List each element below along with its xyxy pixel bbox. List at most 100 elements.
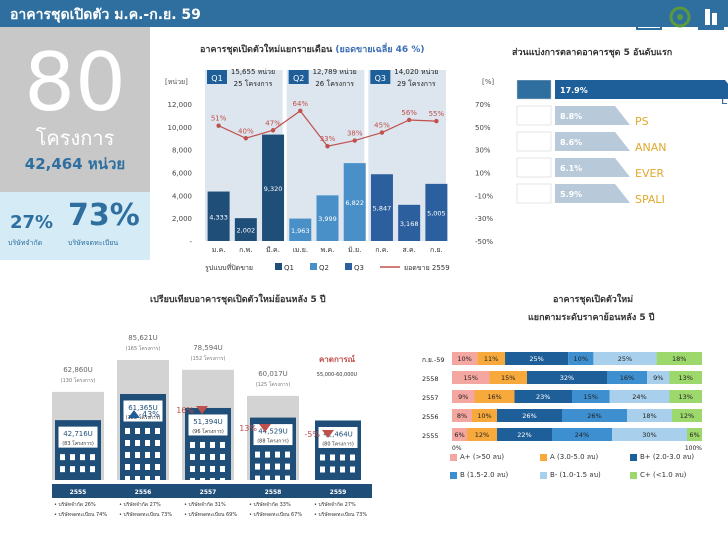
bar-label: 5,005 xyxy=(427,209,446,217)
year-note1: • บริษัทจำกัด 31% xyxy=(184,501,226,508)
window xyxy=(255,463,260,470)
month-bar xyxy=(234,218,257,241)
price-seg xyxy=(474,390,515,403)
row-label: 2556 xyxy=(422,413,439,421)
quarter-badge xyxy=(288,70,309,84)
share-bar xyxy=(555,184,630,203)
launched-box xyxy=(187,413,229,437)
price-seg xyxy=(452,371,490,384)
share-bar xyxy=(555,158,630,177)
window xyxy=(320,466,325,473)
year-note2: • บริษัทจดทะเบียน 67% xyxy=(249,511,302,518)
price-seg xyxy=(452,352,478,365)
window xyxy=(210,477,215,484)
legend-q1: Q1 xyxy=(284,264,294,272)
vital-logo xyxy=(667,4,693,30)
total-label: 78,594U xyxy=(193,344,223,352)
legend-prefix: รูปแบบที่ปิดขาย xyxy=(205,263,253,272)
sales-point xyxy=(270,128,276,133)
price-seg xyxy=(669,371,702,384)
year-note2: • บริษัทจดทะเบียน 74% xyxy=(54,511,107,518)
legend-swatch xyxy=(275,263,282,270)
window xyxy=(255,451,260,458)
share-pct: 8.6% xyxy=(560,138,582,147)
launched-projects: (80 โครงการ) xyxy=(322,440,354,447)
brand-logo xyxy=(516,80,552,100)
launched-projects: (96 โครงการ) xyxy=(192,428,224,435)
window xyxy=(275,475,280,482)
legend-swatch xyxy=(540,472,547,479)
header-bar: อาคารชุดเปิดตัว ม.ค.-ก.ย. 59 xyxy=(0,0,728,27)
legend-q2: Q2 xyxy=(319,264,329,272)
launched-label: 42,464U xyxy=(323,430,353,438)
price-seg xyxy=(452,409,472,422)
legend-text: B+ (2.0-3.0 ลบ) xyxy=(640,453,695,461)
month-bar xyxy=(289,218,312,241)
legend-swatch xyxy=(630,472,637,479)
window xyxy=(155,451,160,458)
sales-point xyxy=(325,144,330,149)
seg-label: 13% xyxy=(679,393,693,401)
seg-label: 15% xyxy=(501,374,515,382)
sales-point xyxy=(406,117,412,123)
legend-swatch xyxy=(450,472,457,479)
window xyxy=(200,453,205,460)
window xyxy=(210,465,215,472)
price-seg xyxy=(612,428,687,441)
seg-label: 16% xyxy=(487,393,501,401)
forecast-range: 55,000-60,000U xyxy=(317,372,358,378)
price-seg xyxy=(467,428,497,441)
monthly-title: อาคารชุดเปิดตัวใหม่แยกรายเดือน (ยอดขายเฉ… xyxy=(200,45,425,55)
window xyxy=(190,453,195,460)
month-bar xyxy=(316,195,339,241)
y-tick-right: 30% xyxy=(475,147,491,155)
window xyxy=(90,454,95,461)
month-bar xyxy=(207,191,230,241)
quarter-units: 12,789 หน่วย xyxy=(313,68,357,76)
price-legend-item: B+ (2.0-3.0 ลบ) xyxy=(630,452,694,463)
seg-label: 25% xyxy=(529,355,543,363)
share-name: ANAN xyxy=(635,141,667,154)
sales-point xyxy=(434,118,439,124)
window xyxy=(90,466,95,473)
yearly-chart: 62,860U (130 โครงการ) 42,716U (83 โครงการ) 2… xyxy=(52,334,372,518)
legend-text: A+ (>50 ลบ) xyxy=(460,453,505,461)
legend-text: B- (1.0-1.5 ลบ) xyxy=(550,471,601,479)
seg-label: 13% xyxy=(679,374,693,382)
window xyxy=(265,451,270,458)
month-bar xyxy=(370,174,393,241)
price-seg xyxy=(627,409,672,422)
y-tick: 8,000 xyxy=(172,147,192,155)
sales-label: 38% xyxy=(347,130,363,138)
share-pct: 8.8% xyxy=(560,112,582,121)
y-tick: 6,000 xyxy=(172,170,192,178)
window xyxy=(330,454,335,461)
seg-label: 24% xyxy=(632,393,646,401)
window xyxy=(220,441,225,448)
brand-logo xyxy=(516,183,552,204)
total-label: 62,860U xyxy=(63,366,93,374)
window xyxy=(190,465,195,472)
y-tick: - xyxy=(189,238,192,246)
seg-label: 8% xyxy=(457,412,467,420)
axis-right: 100% xyxy=(685,445,702,452)
year-note2: • บริษัทจดทะเบียน 73% xyxy=(119,511,172,518)
total-projects: (165 โครงการ) xyxy=(126,345,161,352)
price-seg xyxy=(568,352,594,365)
building-logo xyxy=(698,4,724,30)
price-seg xyxy=(489,371,527,384)
sales-point xyxy=(243,136,249,141)
window xyxy=(220,465,225,472)
launched-label: 61,365U xyxy=(128,404,158,412)
page-title: อาคารชุดเปิดตัว ม.ค.-ก.ย. 59 xyxy=(10,7,201,23)
forecast-label: คาดการณ์ xyxy=(319,354,356,364)
window xyxy=(265,463,270,470)
sales-point xyxy=(216,123,221,128)
window xyxy=(340,454,345,461)
price-seg xyxy=(672,409,702,422)
year-note2: • บริษัทจดทะเบียน 69% xyxy=(184,511,237,518)
price-legend: A+ (>50 ลบ) A (3.0-5.0 ลบ) B+ (2.0-3.0 ลบ)… xyxy=(450,452,720,488)
price-legend-item: A (3.0-5.0 ลบ) xyxy=(540,452,598,463)
month-bar xyxy=(425,183,448,241)
bar-label: 1,963 xyxy=(291,227,310,235)
